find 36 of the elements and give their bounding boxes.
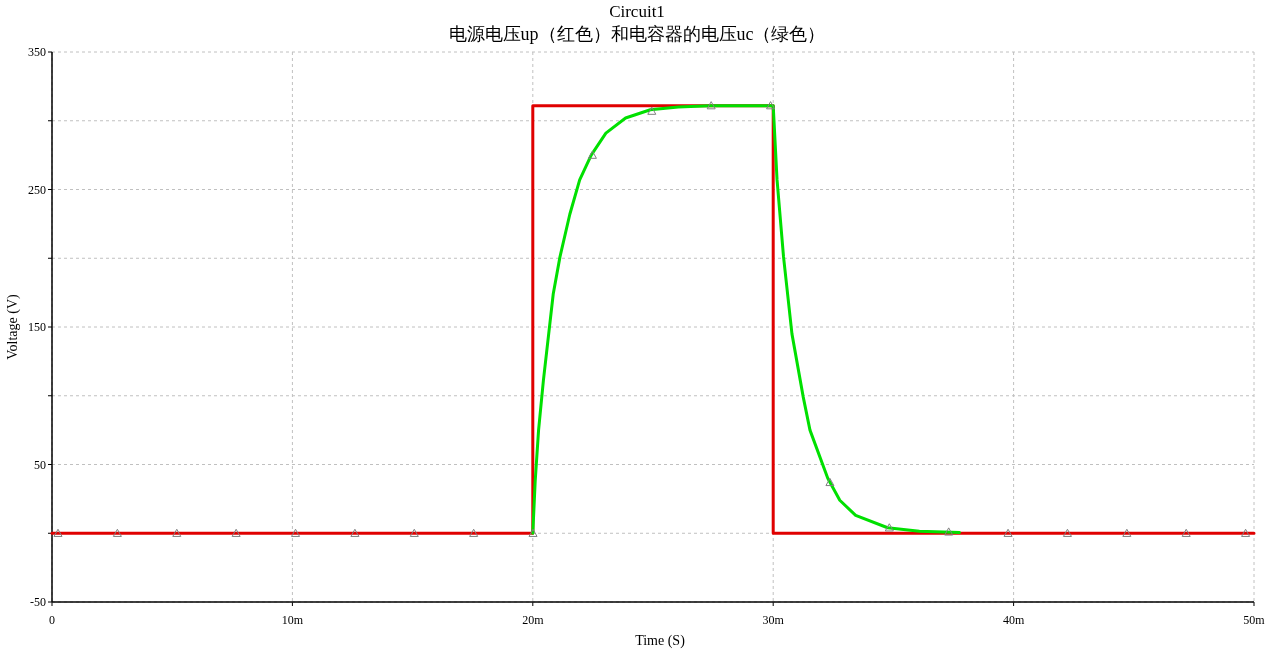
point xyxy=(1003,528,1013,537)
x-tick-label: 40m xyxy=(1002,613,1025,627)
y-tick-label: 150 xyxy=(28,320,46,334)
x-axis-title: Time (S) xyxy=(635,633,686,649)
point xyxy=(528,528,538,537)
point xyxy=(112,528,122,537)
point xyxy=(1122,528,1132,537)
point xyxy=(291,528,301,537)
x-tick-label: 10m xyxy=(281,613,304,627)
y-tick-label: 250 xyxy=(28,182,46,197)
x-tick-label: 50m xyxy=(1243,613,1266,627)
x-tick-label: 20m xyxy=(522,613,545,627)
point xyxy=(825,477,835,487)
x-tick-label: 30m xyxy=(762,613,785,627)
y-tick-label: -50 xyxy=(30,595,46,609)
point xyxy=(944,527,954,536)
point xyxy=(409,528,419,537)
chart-subtitle: 电源电压up（红色）和电容器的电压uc（绿色） xyxy=(448,24,826,44)
point xyxy=(647,106,657,115)
chart-title: Circuit1 xyxy=(609,2,665,21)
y-tick-label: 350 xyxy=(28,45,46,59)
point xyxy=(706,101,716,110)
point xyxy=(587,150,597,159)
point xyxy=(1181,528,1191,537)
point xyxy=(1241,528,1251,537)
point xyxy=(350,528,360,537)
x-tick-label: 0 xyxy=(49,613,55,627)
y-axis-title: Voltage (V) xyxy=(5,293,21,360)
point xyxy=(1062,528,1072,537)
y-tick-label: 50 xyxy=(34,457,46,472)
point xyxy=(231,528,241,537)
point xyxy=(469,528,479,537)
point xyxy=(53,528,63,537)
point xyxy=(884,523,894,532)
point xyxy=(172,528,182,537)
point xyxy=(766,101,776,110)
